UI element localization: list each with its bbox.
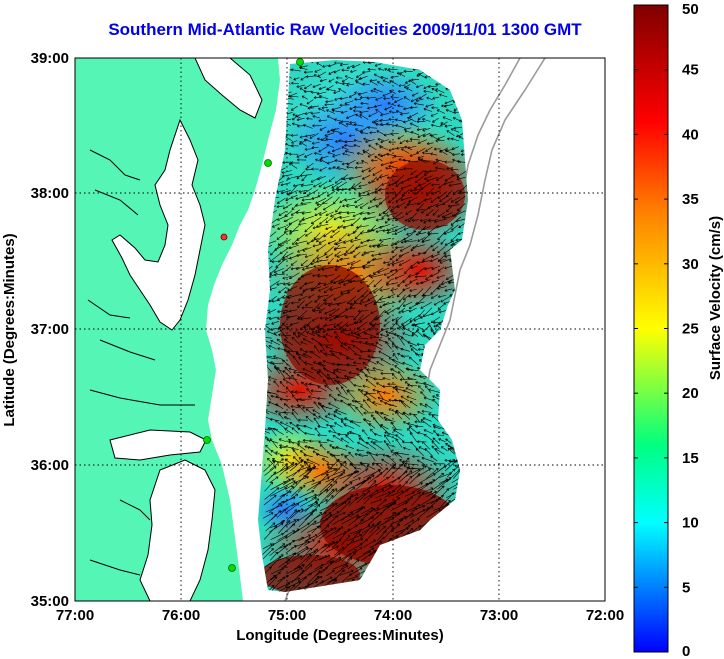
station-marker-red xyxy=(220,233,228,241)
colorbar-tick-label: 40 xyxy=(682,126,699,143)
colorbar-tick-label: 25 xyxy=(682,321,699,338)
colorbar-label: Surface Velocity (cm/s) xyxy=(707,216,724,380)
grid-lines xyxy=(75,58,605,601)
colorbar-tick-label: 20 xyxy=(682,385,699,402)
plot-frame xyxy=(74,57,606,602)
y-axis-label: Latitude (Degrees:Minutes) xyxy=(1,233,18,426)
x-tick-label: 73:00 xyxy=(480,607,518,624)
x-axis-label: Longitude (Degrees:Minutes) xyxy=(236,627,444,644)
station-marker xyxy=(296,58,304,66)
colorbar: 0 5 10 15 20 25 30 35 40 45 50 Surface Velocity (c… xyxy=(633,1,724,659)
y-tick-label: 35:00 xyxy=(31,593,69,610)
colorbar-tick-label: 45 xyxy=(682,62,699,79)
delaware-bay xyxy=(194,58,263,119)
pamlico-sound xyxy=(139,459,216,601)
y-tick-label: 36:00 xyxy=(31,457,69,474)
x-tick-label: 75:00 xyxy=(268,607,306,624)
albemarle-sound xyxy=(109,429,207,461)
colorbar-scale xyxy=(633,4,669,653)
chesapeake-bay xyxy=(111,118,206,331)
colorbar-tick-label: 30 xyxy=(682,256,699,273)
y-axis: 39:00 38:00 37:00 36:00 35:00 Latitude (… xyxy=(1,50,69,610)
colorbar-tick-label: 0 xyxy=(682,643,690,659)
y-tick-label: 38:00 xyxy=(31,185,69,202)
colorbar-tick-label: 50 xyxy=(682,1,699,18)
x-axis: 77:00 76:00 75:00 74:00 73:00 72:00 Long… xyxy=(56,607,624,644)
x-tick-label: 77:00 xyxy=(56,607,94,624)
station-marker xyxy=(264,159,272,167)
colorbar-tick-label: 15 xyxy=(682,450,699,467)
velocity-field xyxy=(258,60,468,592)
colorbar-tick-label: 10 xyxy=(682,515,699,532)
colorbar-tick-label: 5 xyxy=(682,579,690,596)
chart-title: Southern Mid-Atlantic Raw Velocities 200… xyxy=(108,20,582,39)
x-tick-label: 72:00 xyxy=(586,607,624,624)
y-tick-label: 39:00 xyxy=(31,50,69,67)
y-tick-label: 37:00 xyxy=(31,321,69,338)
coastline-detail xyxy=(87,149,195,576)
x-tick-label: 76:00 xyxy=(162,607,200,624)
land-mass xyxy=(75,58,280,601)
station-marker xyxy=(203,436,211,444)
x-tick-label: 74:00 xyxy=(374,607,412,624)
colorbar-tick-label: 35 xyxy=(682,191,699,208)
station-marker xyxy=(228,564,236,572)
